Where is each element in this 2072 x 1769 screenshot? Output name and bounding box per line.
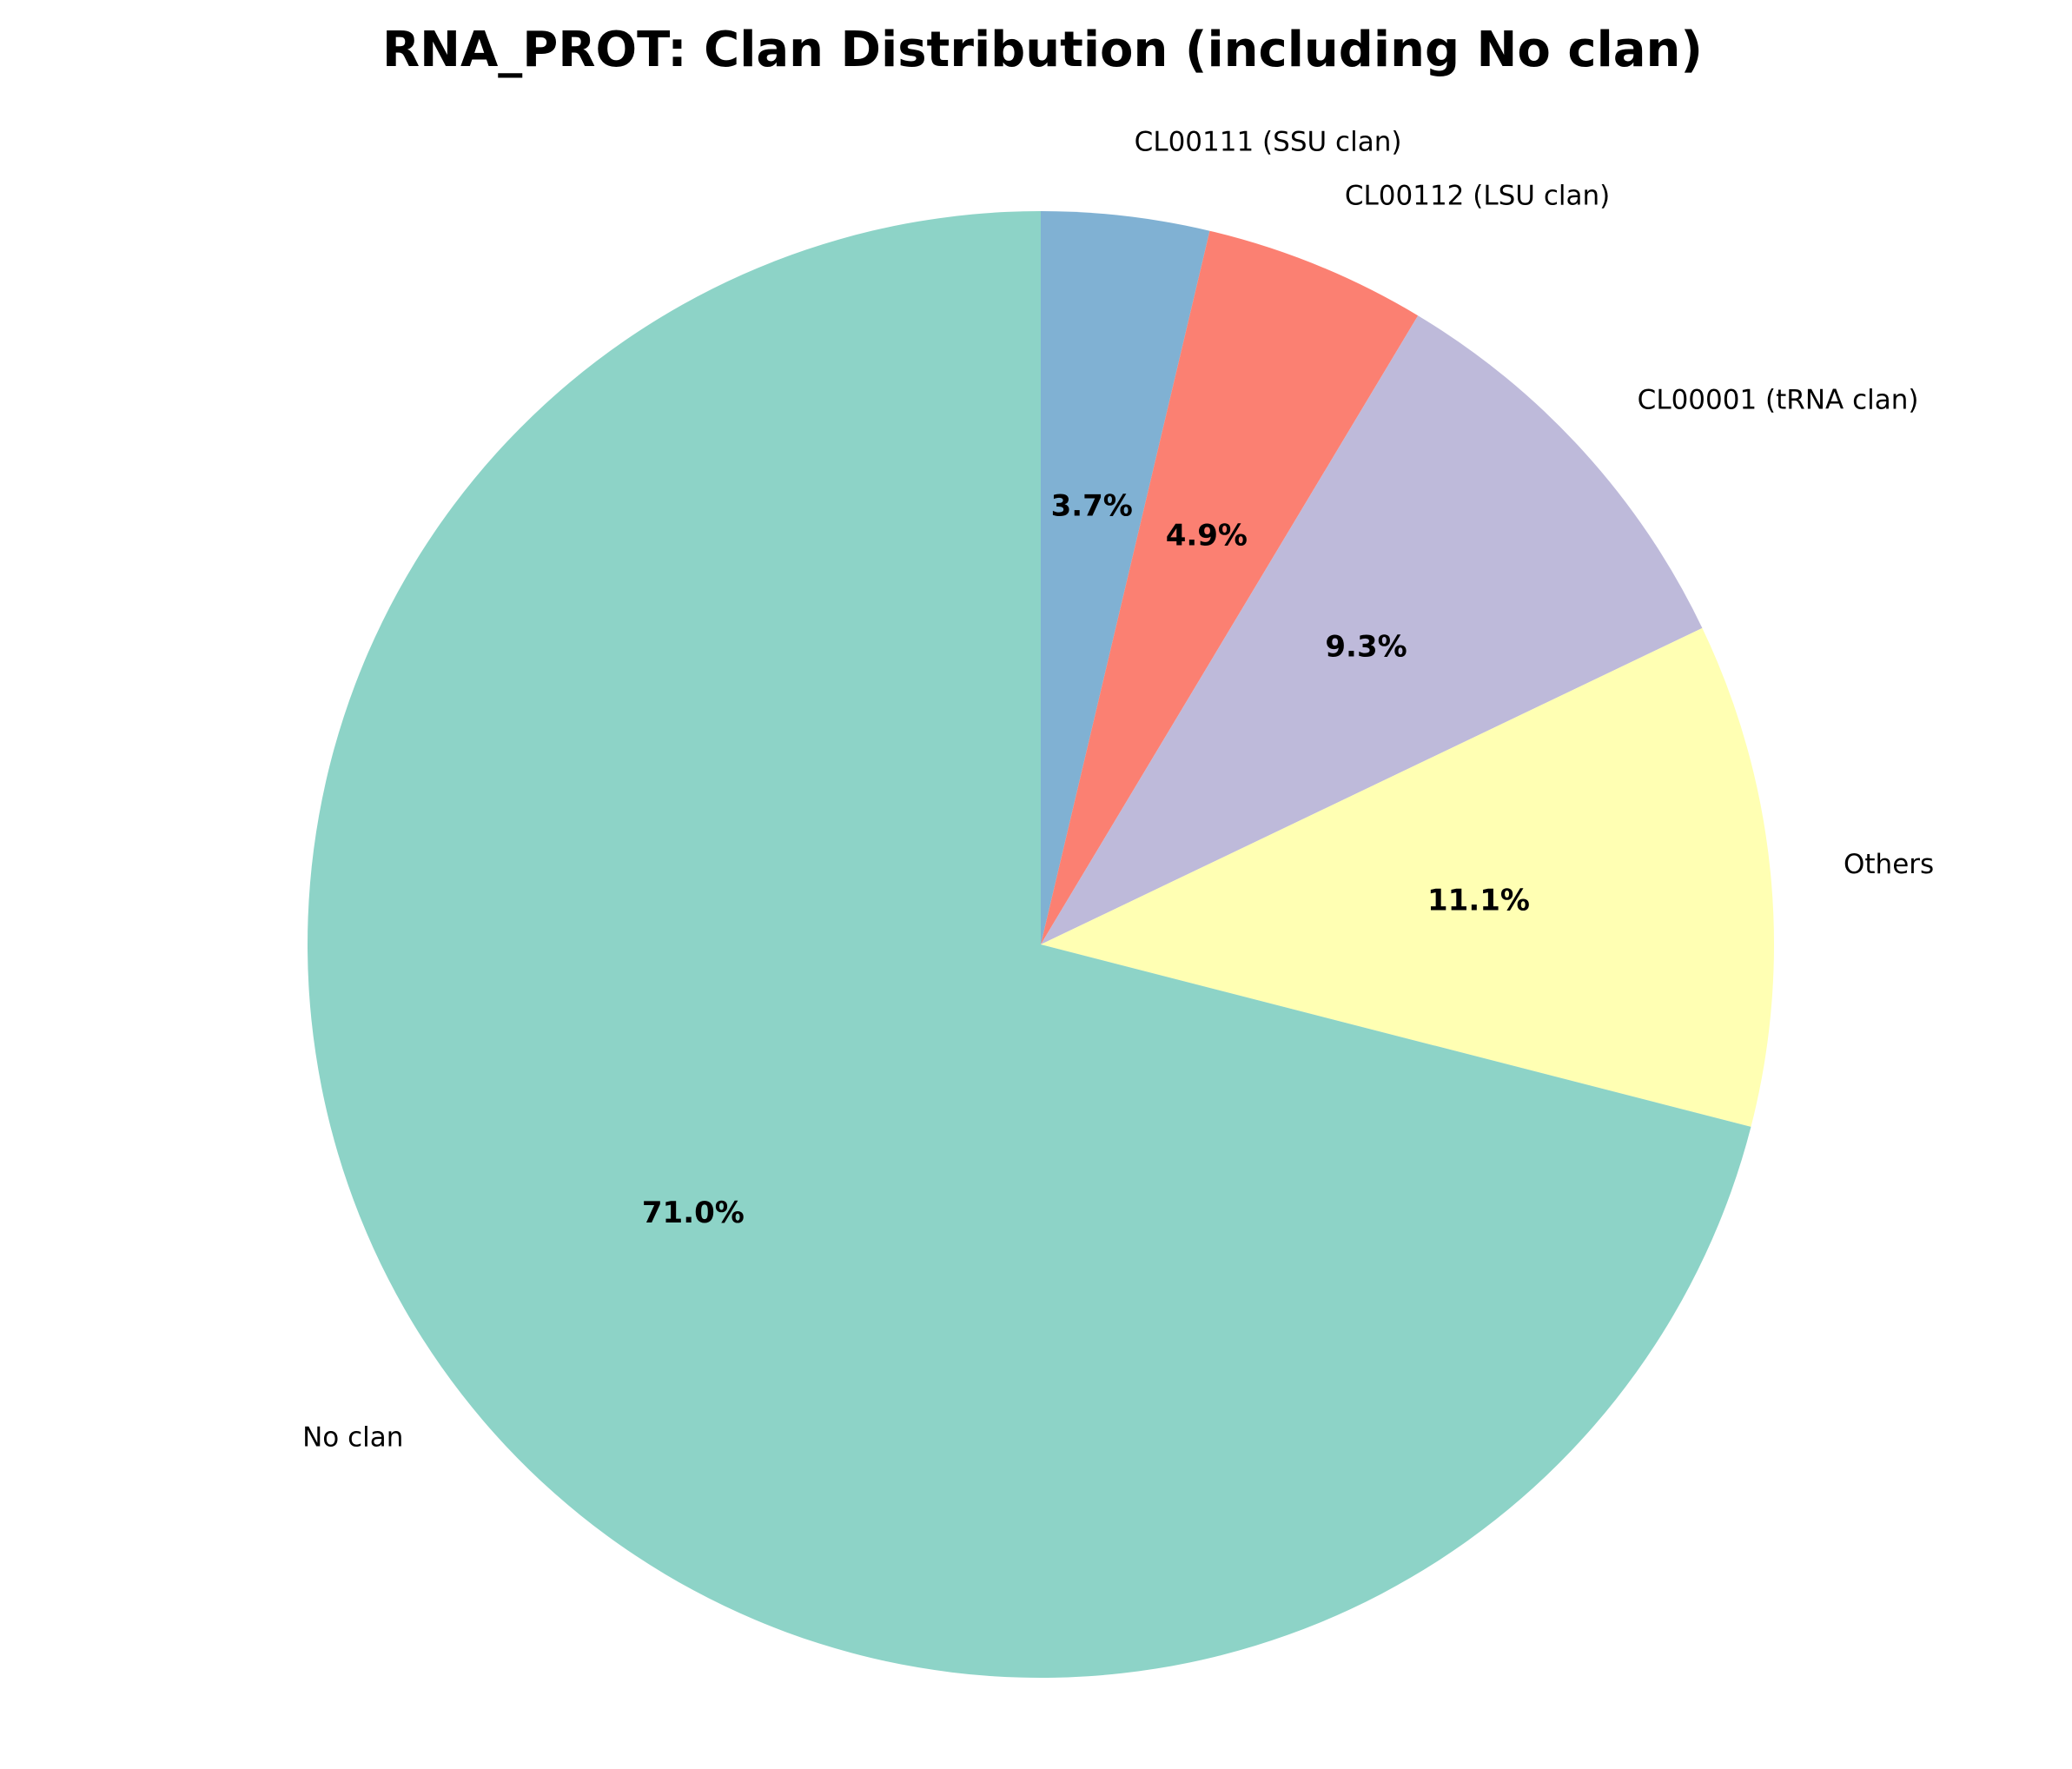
pie-slice-cl00112-lsu-clan <box>1041 230 1419 945</box>
slice-label-cl00112-lsu-clan: CL00112 (LSU clan) <box>1345 181 1610 212</box>
slice-label-cl00111-ssu-clan: CL00111 (SSU clan) <box>1135 126 1402 157</box>
slice-label-cl00001-trna-clan: CL00001 (tRNA clan) <box>1638 385 1919 416</box>
slice-labels: CL00111 (SSU clan) CL00112 (LSU clan) CL00… <box>302 126 1934 1453</box>
slice-label-others: Others <box>1844 849 1934 880</box>
pie-slice-cl00111-ssu-clan <box>1041 211 1210 944</box>
pie-slice-others <box>1041 627 1774 1127</box>
chart-title: RNA_PROT: Clan Distribution (including N… <box>382 22 1703 78</box>
pie-slice-no-clan <box>308 211 1751 1678</box>
percent-label-no-clan: 71.0% <box>642 1196 745 1230</box>
pie-slice-cl00001-trna-clan <box>1041 315 1703 944</box>
percent-label-others: 11.1% <box>1427 883 1530 918</box>
slice-label-no-clan: No clan <box>302 1422 403 1454</box>
percent-label-cl00112-lsu-clan: 4.9% <box>1166 518 1248 553</box>
pie-slices <box>308 211 1774 1678</box>
percent-label-cl00001-trna-clan: 9.3% <box>1325 630 1407 665</box>
percent-labels: 3.7% 4.9% 9.3% 11.1% 71.0% <box>642 489 1530 1230</box>
percent-label-cl00111-ssu-clan: 3.7% <box>1051 489 1133 524</box>
